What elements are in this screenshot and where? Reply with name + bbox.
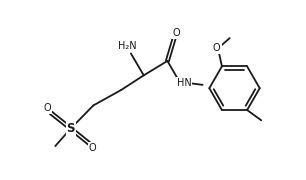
Text: O: O: [172, 28, 180, 38]
Text: S: S: [66, 122, 75, 135]
Text: O: O: [44, 103, 51, 113]
Text: H₂N: H₂N: [118, 41, 136, 51]
Text: HN: HN: [177, 78, 192, 88]
Text: O: O: [88, 143, 96, 153]
Text: O: O: [213, 43, 221, 53]
